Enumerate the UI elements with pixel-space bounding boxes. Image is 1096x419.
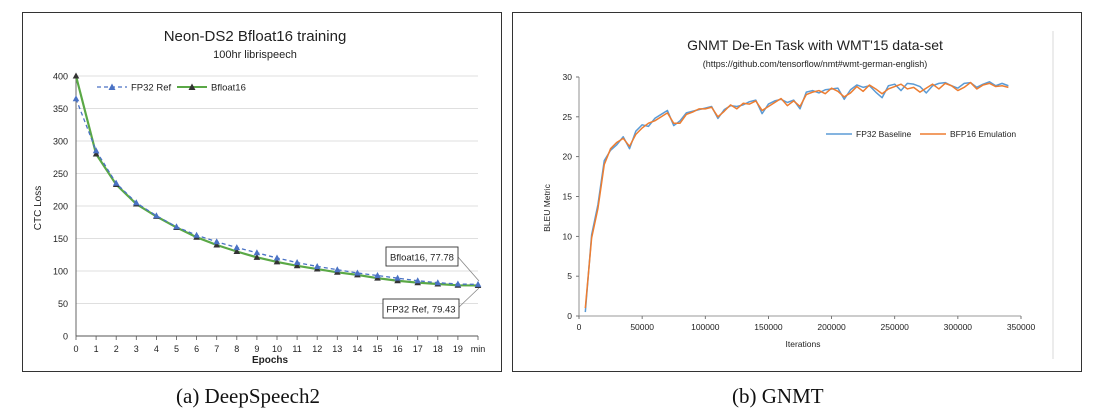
gnmt-ytick-label: 5 bbox=[567, 271, 572, 281]
ds2-point-0 bbox=[112, 179, 120, 186]
gnmt-ytick-label: 0 bbox=[567, 311, 572, 321]
ds2-ytick-label: 250 bbox=[53, 169, 68, 179]
ds2-point-1 bbox=[233, 248, 241, 254]
ds2-xtick-label: 1 bbox=[94, 344, 99, 354]
chart-panel-gnmt: GNMT De-En Task with WMT'15 data-set (ht… bbox=[512, 12, 1082, 372]
ds2-xtick-label: 13 bbox=[332, 344, 342, 354]
ds2-xtick-label: 7 bbox=[214, 344, 219, 354]
chart-panel-deepspeech2: Neon-DS2 Bfloat16 training 100hr librisp… bbox=[22, 12, 502, 372]
ds2-point-0 bbox=[233, 244, 241, 251]
gnmt-chart-svg: GNMT De-En Task with WMT'15 data-set (ht… bbox=[542, 31, 1054, 359]
ds2-chart-title: Neon-DS2 Bfloat16 training bbox=[164, 28, 347, 45]
gnmt-legend-bfp16: BFP16 Emulation bbox=[950, 129, 1016, 139]
caption-deepspeech2: (a) DeepSpeech2 bbox=[176, 384, 321, 408]
gnmt-xlabel: Iterations bbox=[786, 339, 821, 349]
ds2-point-0 bbox=[213, 238, 220, 245]
ds2-xtick-label: 8 bbox=[234, 344, 239, 354]
ds2-point-1 bbox=[273, 258, 281, 265]
ds2-point-0 bbox=[92, 147, 100, 154]
gnmt-ytick-label: 25 bbox=[563, 112, 573, 122]
ds2-annotation-fp32: FP32 Ref, 79.43 bbox=[386, 305, 455, 316]
ds2-point-0 bbox=[454, 280, 462, 287]
ds2-xtick-label: 9 bbox=[254, 344, 259, 354]
gnmt-xtick-label: 100000 bbox=[691, 322, 720, 332]
ds2-xtick-label: 2 bbox=[114, 344, 119, 354]
ds2-xtick-label: 6 bbox=[194, 344, 199, 354]
ds2-point-0 bbox=[153, 212, 160, 219]
ds2-point-1 bbox=[92, 150, 100, 157]
ds2-xtick-label: min bbox=[471, 344, 486, 354]
ds2-legend-bfloat16: Bfloat16 bbox=[211, 83, 246, 94]
gnmt-xtick-label: 250000 bbox=[881, 322, 910, 332]
ds2-xtick-label: 12 bbox=[312, 344, 322, 354]
ds2-xtick-label: 16 bbox=[393, 344, 403, 354]
gnmt-series-line-1 bbox=[584, 81, 1009, 309]
gnmt-ytick-label: 10 bbox=[563, 231, 573, 241]
gnmt-xtick-label: 350000 bbox=[1007, 322, 1036, 332]
ds2-xtick-label: 17 bbox=[413, 344, 423, 354]
ds2-ytick-label: 300 bbox=[53, 137, 68, 147]
ds2-ytick-label: 400 bbox=[53, 72, 68, 82]
gnmt-ytick-label: 20 bbox=[563, 152, 573, 162]
ds2-xtick-label: 10 bbox=[272, 344, 282, 354]
gnmt-xtick-label: 300000 bbox=[944, 322, 973, 332]
ds2-point-0 bbox=[374, 272, 381, 279]
ds2-point-1 bbox=[72, 72, 80, 79]
ds2-ytick-label: 150 bbox=[53, 234, 68, 244]
caption-gnmt: (b) GNMT bbox=[732, 384, 824, 408]
ds2-point-0 bbox=[273, 254, 281, 261]
ds2-xtick-label: 18 bbox=[433, 344, 443, 354]
gnmt-series-line-0 bbox=[584, 81, 1009, 313]
ds2-point-0 bbox=[193, 231, 200, 238]
ds2-point-1 bbox=[213, 241, 220, 248]
gnmt-legend-fp32: FP32 Baseline bbox=[856, 129, 912, 139]
ds2-point-0 bbox=[414, 277, 421, 284]
gnmt-xtick-label: 0 bbox=[577, 322, 582, 332]
ds2-xtick-label: 5 bbox=[174, 344, 179, 354]
ds2-point-0 bbox=[133, 199, 140, 206]
ds2-xtick-label: 4 bbox=[154, 344, 159, 354]
ds2-point-0 bbox=[354, 269, 361, 276]
ds2-ytick-label: 350 bbox=[53, 104, 68, 114]
ds2-xtick-label: 3 bbox=[134, 344, 139, 354]
gnmt-ylabel: BLEU Metric bbox=[542, 183, 552, 231]
gnmt-chart-subtitle: (https://github.com/tensorflow/nmt#wmt-g… bbox=[703, 59, 928, 69]
ds2-point-1 bbox=[293, 262, 301, 269]
ds2-xtick-label: 19 bbox=[453, 344, 463, 354]
ds2-point-0 bbox=[394, 274, 401, 281]
ds2-ytick-label: 0 bbox=[63, 332, 68, 342]
ds2-ylabel: CTC Loss bbox=[33, 186, 44, 230]
ds2-annotation-bfloat16: Bfloat16, 77.78 bbox=[390, 253, 454, 264]
gnmt-xtick-label: 200000 bbox=[817, 322, 846, 332]
ds2-chart-svg: Neon-DS2 Bfloat16 training 100hr librisp… bbox=[33, 28, 486, 366]
ds2-xtick-label: 11 bbox=[292, 344, 301, 354]
ds2-point-0 bbox=[334, 266, 341, 273]
ds2-point-0 bbox=[474, 280, 482, 287]
ds2-xtick-label: 0 bbox=[73, 344, 78, 354]
ds2-xlabel: Epochs bbox=[252, 355, 289, 366]
gnmt-xtick-label: 50000 bbox=[630, 322, 654, 332]
ds2-point-0 bbox=[173, 223, 180, 230]
ds2-ytick-label: 100 bbox=[53, 267, 68, 277]
ds2-point-0 bbox=[253, 249, 261, 256]
ds2-point-1 bbox=[253, 253, 261, 260]
ds2-point-0 bbox=[313, 262, 321, 269]
ds2-point-0 bbox=[434, 279, 442, 286]
ds2-xtick-label: 15 bbox=[372, 344, 382, 354]
ds2-point-0 bbox=[293, 259, 301, 266]
ds2-point-0 bbox=[72, 95, 80, 102]
gnmt-xtick-label: 150000 bbox=[754, 322, 783, 332]
gnmt-ytick-label: 15 bbox=[563, 192, 573, 202]
ds2-legend-fp32: FP32 Ref bbox=[131, 83, 171, 94]
gnmt-chart-title: GNMT De-En Task with WMT'15 data-set bbox=[687, 37, 943, 53]
ds2-ytick-label: 200 bbox=[53, 202, 68, 212]
ds2-xtick-label: 14 bbox=[352, 344, 362, 354]
ds2-chart-subtitle: 100hr librispeech bbox=[213, 49, 297, 61]
gnmt-ytick-label: 30 bbox=[563, 72, 573, 82]
ds2-ytick-label: 50 bbox=[58, 299, 68, 309]
